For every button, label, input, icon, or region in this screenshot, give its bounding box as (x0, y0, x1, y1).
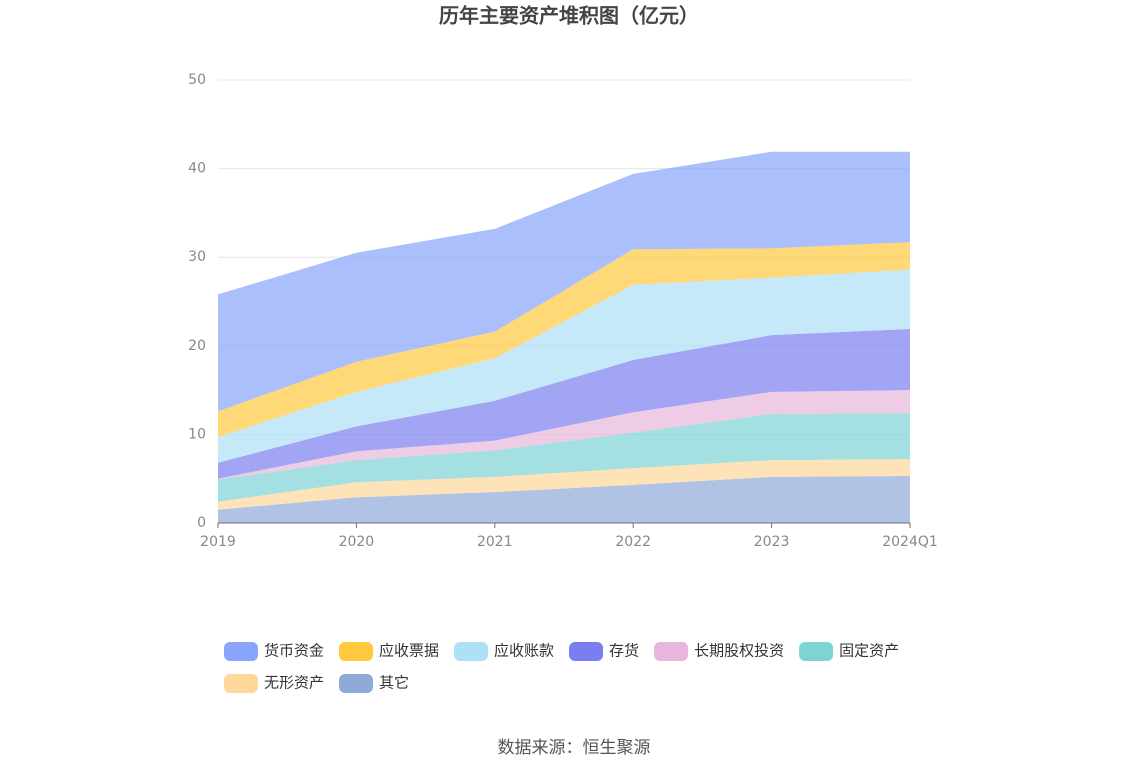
legend-swatch (224, 642, 258, 661)
area (218, 476, 910, 523)
legend-item: 其它 (339, 674, 409, 693)
area (218, 328, 910, 479)
area (218, 151, 910, 412)
legend-item: 存货 (569, 642, 639, 661)
area (218, 242, 910, 438)
legend-label: 货币资金 (264, 642, 324, 660)
legend-swatch (454, 642, 489, 661)
legend-label: 其它 (379, 674, 409, 692)
legend-swatch (569, 642, 604, 661)
legend-swatch (339, 642, 374, 661)
legend-item: 长期股权投资 (654, 642, 784, 661)
legend-label: 应收账款 (494, 642, 554, 660)
legend-item: 货币资金 (224, 642, 324, 661)
legend-label: 长期股权投资 (694, 642, 784, 660)
x-tick-label: 2019 (200, 534, 236, 550)
legend-label: 存货 (609, 642, 639, 660)
area (218, 269, 910, 463)
y-tick-label: 40 (188, 161, 206, 177)
area (218, 390, 910, 480)
y-tick-label: 0 (197, 515, 206, 531)
x-tick-label: 2024Q1 (882, 534, 938, 550)
legend-label: 固定资产 (839, 642, 899, 660)
x-tick-label: 2020 (339, 534, 375, 550)
legend-label: 无形资产 (264, 674, 324, 692)
legend-item: 固定资产 (799, 642, 899, 661)
legend-swatch (339, 674, 374, 693)
legend-item: 应收票据 (339, 642, 439, 661)
source-note: 数据来源：恒生聚源 (498, 738, 651, 758)
legend-swatch (799, 642, 834, 661)
y-tick-label: 20 (188, 338, 206, 354)
legend-label: 应收票据 (379, 642, 439, 660)
chart-title: 历年主要资产堆积图（亿元） (439, 4, 699, 28)
legend-item: 应收账款 (454, 642, 554, 661)
legend-item: 无形资产 (224, 674, 324, 693)
x-tick-label: 2022 (615, 534, 651, 550)
y-tick-label: 50 (188, 72, 206, 88)
area (218, 459, 910, 510)
legend-swatch (654, 642, 689, 661)
y-tick-label: 10 (188, 426, 206, 442)
area (218, 413, 910, 502)
legend-swatch (224, 674, 258, 693)
x-tick-label: 2023 (754, 534, 790, 550)
y-tick-label: 30 (188, 249, 206, 265)
x-tick-label: 2021 (477, 534, 513, 550)
